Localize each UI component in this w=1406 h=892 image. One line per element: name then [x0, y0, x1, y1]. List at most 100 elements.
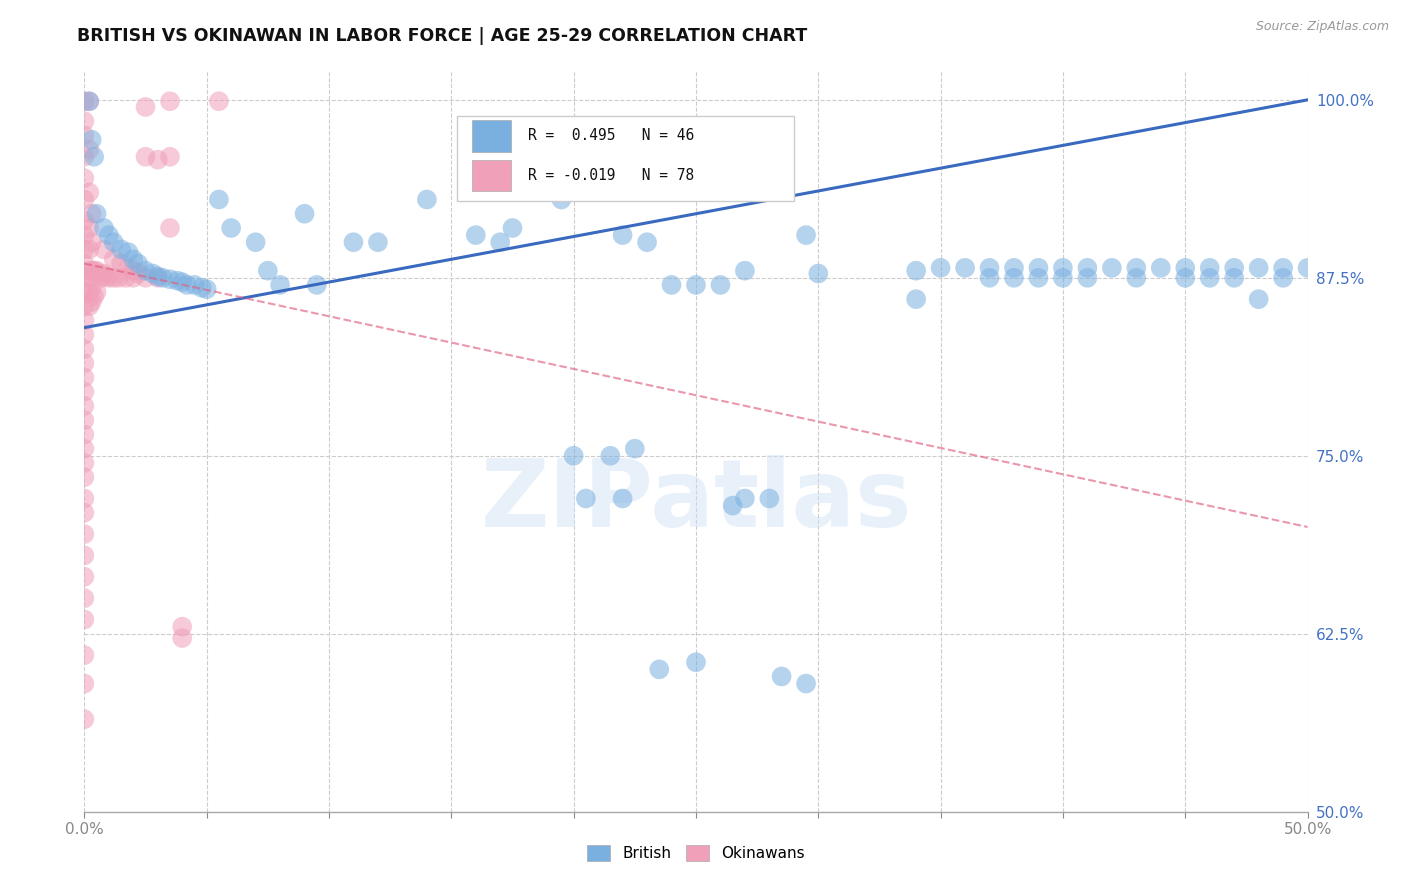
Point	[77, 95, 100, 109]
Point	[110, 243, 132, 257]
Text: ZIPatlas: ZIPatlas	[481, 455, 911, 547]
Point	[794, 228, 817, 243]
Point	[80, 270, 103, 285]
Point	[1296, 260, 1319, 275]
Point	[367, 235, 389, 250]
Point	[93, 267, 115, 281]
Legend: British, Okinawans: British, Okinawans	[581, 838, 811, 867]
Point	[86, 207, 108, 221]
Point	[73, 171, 96, 186]
Point	[73, 591, 96, 606]
Point	[979, 260, 1001, 275]
FancyBboxPatch shape	[457, 116, 794, 201]
Point	[73, 613, 96, 627]
Point	[97, 228, 120, 243]
Point	[80, 263, 103, 277]
Point	[73, 356, 96, 370]
Point	[80, 295, 103, 310]
Point	[709, 277, 731, 292]
Text: R = -0.019   N = 78: R = -0.019 N = 78	[529, 168, 695, 183]
Point	[73, 456, 96, 470]
Point	[115, 270, 138, 285]
Point	[80, 133, 103, 147]
Point	[502, 221, 524, 235]
Point	[73, 214, 96, 228]
Point	[1272, 270, 1295, 285]
Point	[1076, 260, 1098, 275]
Point	[612, 228, 634, 243]
Point	[172, 275, 194, 289]
Point	[73, 95, 96, 109]
Point	[93, 243, 115, 257]
Point	[929, 260, 952, 275]
Point	[117, 245, 139, 260]
Point	[73, 313, 96, 327]
Point	[73, 299, 96, 313]
Point	[734, 263, 756, 277]
Point	[73, 442, 96, 456]
Point	[1125, 260, 1147, 275]
Point	[624, 442, 647, 456]
Point	[77, 243, 100, 257]
Point	[77, 95, 100, 109]
Point	[146, 153, 169, 167]
Point	[159, 272, 181, 286]
Point	[305, 277, 328, 292]
Point	[159, 95, 181, 109]
Point	[1028, 270, 1050, 285]
Point	[1247, 260, 1270, 275]
Point	[122, 263, 145, 277]
Point	[135, 263, 157, 277]
Point	[73, 549, 96, 563]
Point	[208, 95, 231, 109]
Point	[342, 235, 364, 250]
Point	[103, 270, 125, 285]
Point	[1076, 270, 1098, 285]
Point	[721, 499, 744, 513]
Point	[80, 235, 103, 250]
FancyBboxPatch shape	[472, 160, 512, 191]
Point	[562, 449, 585, 463]
Point	[191, 281, 214, 295]
Point	[107, 270, 129, 285]
Point	[464, 228, 486, 243]
Point	[73, 150, 96, 164]
Point	[87, 267, 110, 281]
Point	[73, 399, 96, 413]
Point	[73, 114, 96, 128]
Point	[172, 619, 194, 633]
Point	[953, 260, 976, 275]
Point	[159, 221, 181, 235]
Point	[122, 270, 145, 285]
Point	[905, 263, 928, 277]
Point	[86, 263, 108, 277]
Point	[96, 269, 118, 284]
Point	[245, 235, 267, 250]
Point	[73, 327, 96, 342]
Point	[73, 712, 96, 726]
Point	[146, 270, 169, 285]
Point	[73, 470, 96, 484]
Point	[86, 285, 108, 299]
Point	[1028, 260, 1050, 275]
Point	[77, 221, 100, 235]
Point	[135, 100, 157, 114]
Point	[73, 128, 96, 143]
Point	[73, 491, 96, 506]
Point	[685, 655, 707, 669]
Point	[1052, 270, 1074, 285]
Point	[110, 256, 132, 270]
Point	[661, 277, 683, 292]
Point	[122, 252, 145, 267]
Point	[183, 277, 205, 292]
Point	[103, 235, 125, 250]
Point	[73, 570, 96, 584]
Point	[1174, 260, 1197, 275]
Text: BRITISH VS OKINAWAN IN LABOR FORCE | AGE 25-29 CORRELATION CHART: BRITISH VS OKINAWAN IN LABOR FORCE | AGE…	[77, 27, 807, 45]
Point	[73, 342, 96, 356]
Point	[166, 274, 188, 288]
Point	[758, 491, 780, 506]
Point	[1174, 270, 1197, 285]
Point	[152, 270, 174, 285]
Point	[73, 427, 96, 442]
